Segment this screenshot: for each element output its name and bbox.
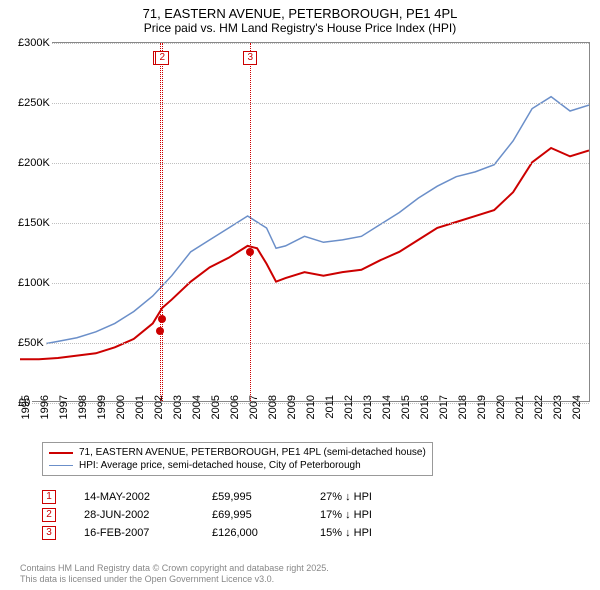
- x-axis-label: 2014: [381, 395, 393, 419]
- x-axis-label: 1999: [96, 395, 108, 419]
- legend-box: 71, EASTERN AVENUE, PETERBOROUGH, PE1 4P…: [42, 442, 433, 476]
- tx-date: 14-MAY-2002: [84, 491, 184, 503]
- x-axis-label: 2018: [457, 395, 469, 419]
- tx-price: £59,995: [212, 491, 292, 503]
- gridline-h: [20, 43, 589, 44]
- footer-line2: This data is licensed under the Open Gov…: [20, 574, 329, 586]
- y-axis-label: £300K: [18, 37, 52, 49]
- x-axis-label: 1996: [39, 395, 51, 419]
- gridline-h: [20, 103, 589, 104]
- title-line2: Price paid vs. HM Land Registry's House …: [0, 21, 600, 35]
- gridline-h: [20, 223, 589, 224]
- title-block: 71, EASTERN AVENUE, PETERBOROUGH, PE1 4P…: [0, 0, 600, 35]
- x-axis-label: 2011: [324, 395, 336, 419]
- x-axis-label: 2017: [438, 395, 450, 419]
- data-point: [156, 327, 164, 335]
- x-axis-label: 2001: [134, 395, 146, 419]
- marker-box: 3: [243, 51, 257, 65]
- tx-delta: 17% ↓ HPI: [320, 509, 410, 521]
- tx-marker-box: 1: [42, 490, 56, 504]
- x-axis-label: 2008: [267, 395, 279, 419]
- tx-price: £126,000: [212, 527, 292, 539]
- x-axis-label: 1998: [77, 395, 89, 419]
- y-axis-label: £50K: [18, 337, 46, 349]
- x-axis-label: 2015: [400, 395, 412, 419]
- chart-plot-area: £0£50K£100K£150K£200K£250K£300K199519961…: [20, 42, 590, 402]
- x-axis-label: 2000: [115, 395, 127, 419]
- legend-swatch: [49, 465, 73, 466]
- x-axis-label: 2009: [286, 395, 298, 419]
- chart-container: 71, EASTERN AVENUE, PETERBOROUGH, PE1 4P…: [0, 0, 600, 590]
- series-line: [20, 97, 589, 348]
- transactions-table: 1 14-MAY-2002 £59,995 27% ↓ HPI 2 28-JUN…: [42, 488, 410, 542]
- y-axis-label: £200K: [18, 157, 52, 169]
- tx-date: 28-JUN-2002: [84, 509, 184, 521]
- title-line1: 71, EASTERN AVENUE, PETERBOROUGH, PE1 4P…: [0, 6, 600, 21]
- gridline-h: [20, 163, 589, 164]
- x-axis-label: 2006: [229, 395, 241, 419]
- gridline-h: [20, 343, 589, 344]
- x-axis-label: 2003: [172, 395, 184, 419]
- data-point: [246, 248, 254, 256]
- footer-attribution: Contains HM Land Registry data © Crown c…: [20, 563, 329, 586]
- legend-label: 71, EASTERN AVENUE, PETERBOROUGH, PE1 4P…: [79, 447, 426, 458]
- x-axis-label: 2024: [571, 395, 583, 419]
- tx-marker-box: 3: [42, 526, 56, 540]
- x-axis-label: 2016: [419, 395, 431, 419]
- data-point: [158, 315, 166, 323]
- x-axis-label: 1995: [20, 395, 32, 419]
- legend-item: HPI: Average price, semi-detached house,…: [49, 459, 426, 472]
- chart-lines-svg: [20, 43, 589, 401]
- tx-date: 16-FEB-2007: [84, 527, 184, 539]
- legend-label: HPI: Average price, semi-detached house,…: [79, 460, 361, 471]
- tx-price: £69,995: [212, 509, 292, 521]
- x-axis-label: 2020: [495, 395, 507, 419]
- x-axis-label: 2004: [191, 395, 203, 419]
- table-row: 2 28-JUN-2002 £69,995 17% ↓ HPI: [42, 506, 410, 524]
- x-axis-label: 2010: [305, 395, 317, 419]
- marker-vline: [162, 43, 163, 401]
- x-axis-label: 2021: [514, 395, 526, 419]
- table-row: 1 14-MAY-2002 £59,995 27% ↓ HPI: [42, 488, 410, 506]
- marker-vline: [160, 43, 161, 401]
- legend-item: 71, EASTERN AVENUE, PETERBOROUGH, PE1 4P…: [49, 446, 426, 459]
- x-axis-label: 2019: [476, 395, 488, 419]
- x-axis-label: 2013: [362, 395, 374, 419]
- y-axis-label: £150K: [18, 217, 52, 229]
- y-axis-label: £100K: [18, 277, 52, 289]
- x-axis-label: 2012: [343, 395, 355, 419]
- legend-swatch: [49, 452, 73, 454]
- y-axis-label: £250K: [18, 97, 52, 109]
- table-row: 3 16-FEB-2007 £126,000 15% ↓ HPI: [42, 524, 410, 542]
- x-axis-label: 1997: [58, 395, 70, 419]
- tx-marker-box: 2: [42, 508, 56, 522]
- footer-line1: Contains HM Land Registry data © Crown c…: [20, 563, 329, 575]
- x-axis-label: 2005: [210, 395, 222, 419]
- marker-box: 2: [155, 51, 169, 65]
- tx-delta: 15% ↓ HPI: [320, 527, 410, 539]
- x-axis-label: 2022: [533, 395, 545, 419]
- tx-delta: 27% ↓ HPI: [320, 491, 410, 503]
- x-axis-label: 2023: [552, 395, 564, 419]
- marker-vline: [250, 43, 251, 401]
- gridline-h: [20, 283, 589, 284]
